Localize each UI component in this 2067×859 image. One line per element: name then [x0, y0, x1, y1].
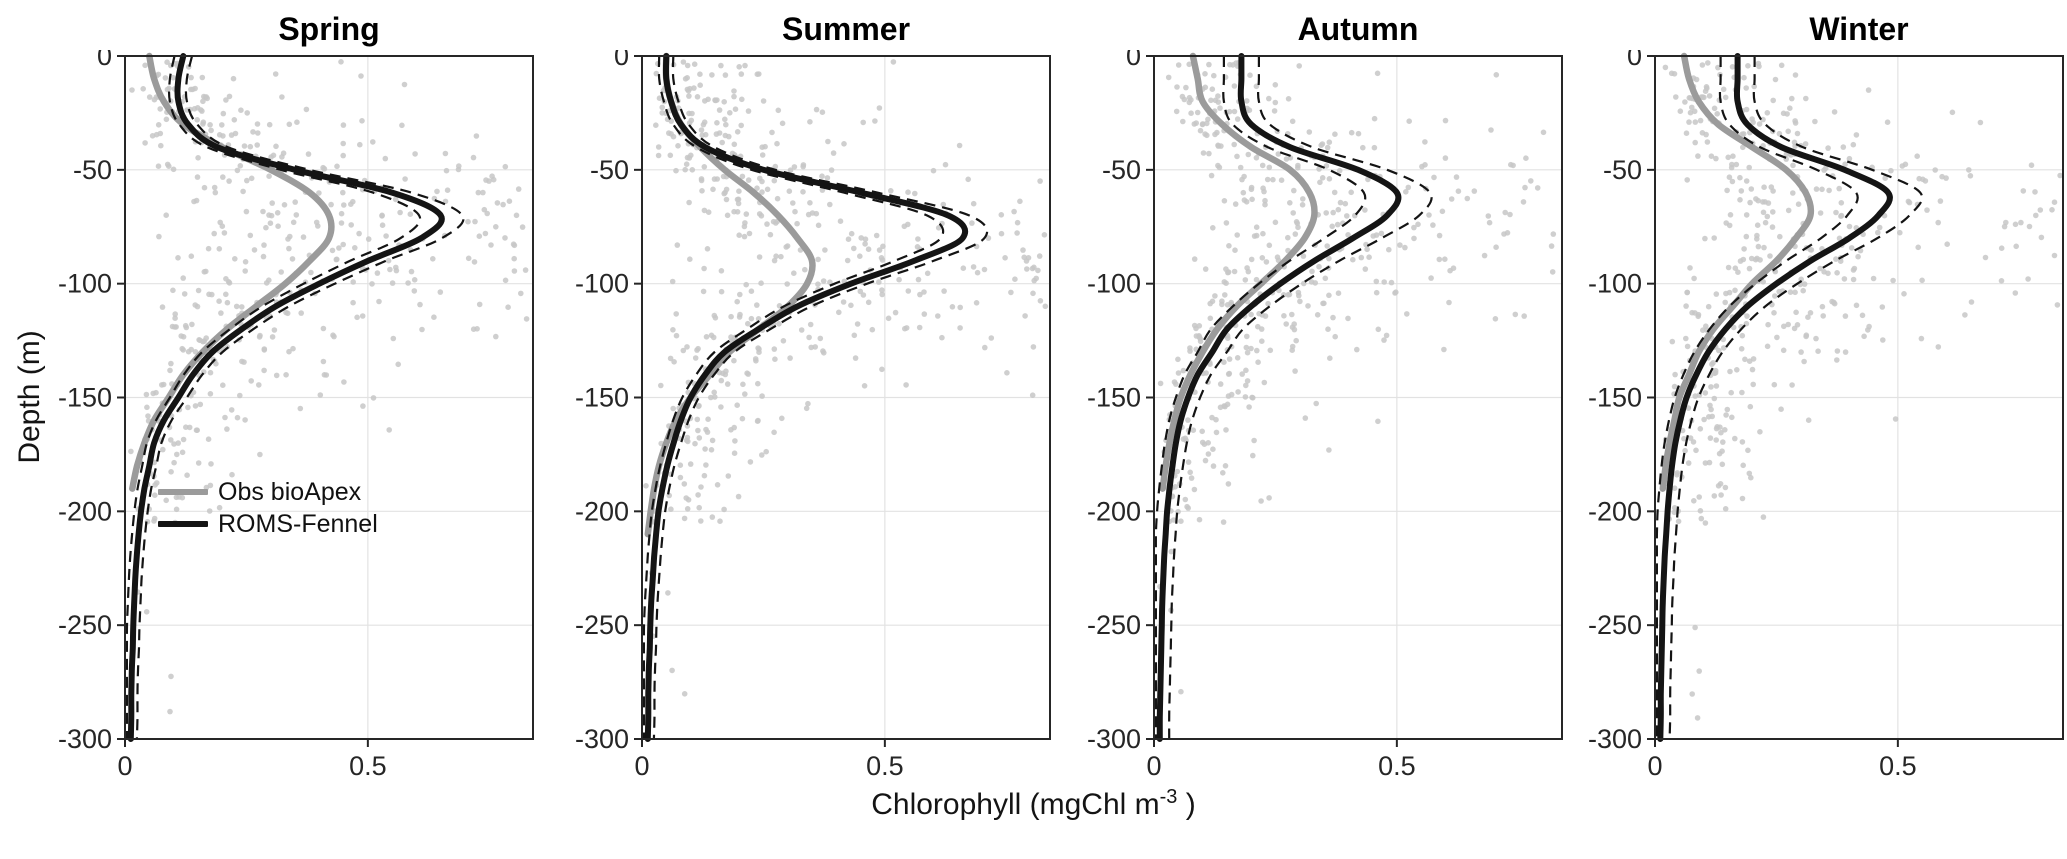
svg-text:-50: -50: [1102, 155, 1141, 185]
tick-labels: 0 0.5 0 -50 -100 -150 -200 -250 -300: [1087, 50, 1416, 781]
svg-text:-50: -50: [73, 155, 112, 185]
x-axis-label-text: Chlorophyll (mgChl m: [871, 788, 1160, 821]
svg-text:-150: -150: [1588, 383, 1642, 413]
svg-text:-250: -250: [1087, 610, 1141, 640]
plot-summer: 0 0.5 0 -50 -100 -150 -200 -250 -300: [575, 50, 1051, 781]
model-band-upper-curve: [1668, 56, 1924, 740]
observation-scatter-points: [1157, 59, 1557, 695]
legend-item-obs: Obs bioApex: [158, 476, 378, 508]
svg-text:-200: -200: [58, 496, 112, 526]
svg-text:-50: -50: [1603, 155, 1642, 185]
model-mean-curve: [127, 53, 445, 742]
x-axis-label-close: ): [1177, 788, 1196, 821]
legend: Obs bioApex ROMS-Fennel: [158, 476, 378, 540]
legend-label-model: ROMS-Fennel: [218, 509, 378, 538]
svg-text:-100: -100: [575, 269, 629, 299]
x-axis-label: Chlorophyll (mgChl m-3 ): [0, 786, 2067, 822]
panel-title-summer: Summer: [781, 11, 911, 47]
svg-text:0.5: 0.5: [1879, 751, 1917, 781]
svg-text:0: 0: [97, 50, 112, 71]
observation-scatter-points: [128, 59, 530, 715]
plot-winter: 0 0.5 0 -50 -100 -150 -200 -250 -300: [1588, 50, 2064, 781]
svg-text:0: 0: [1627, 50, 1642, 71]
panel-winter: Winter 0 0.5 0 -50 -100 -150 -200 -250 -300: [1575, 10, 2067, 784]
svg-text:-300: -300: [1087, 724, 1141, 754]
svg-text:0: 0: [1146, 751, 1161, 781]
model-mean-curve: [644, 53, 969, 742]
panel-title-winter: Winter: [1809, 11, 1909, 47]
svg-text:-250: -250: [1588, 610, 1642, 640]
panel-title-autumn: Autumn: [1297, 11, 1419, 47]
model-band-lower-curve: [1655, 55, 1859, 739]
model-mean-curve: [1156, 53, 1402, 742]
tick-marks: [1647, 55, 1899, 747]
model-band-lower-curve: [642, 55, 945, 739]
svg-text:-200: -200: [575, 496, 629, 526]
observation-scatter-points: [1662, 60, 2063, 721]
panel-title-spring: Spring: [278, 11, 380, 47]
svg-text:-100: -100: [58, 269, 112, 299]
svg-text:-300: -300: [58, 724, 112, 754]
svg-text:0.5: 0.5: [349, 751, 387, 781]
model-band-upper-curve: [652, 55, 989, 740]
svg-text:-250: -250: [58, 610, 112, 640]
tick-marks: [117, 55, 369, 747]
model-line-swatch: [158, 521, 208, 527]
obs-mean-curve: [1659, 52, 1815, 492]
svg-text:-250: -250: [575, 610, 629, 640]
svg-text:0: 0: [634, 751, 649, 781]
tick-marks: [634, 55, 886, 747]
model-band-upper-curve: [135, 55, 465, 740]
panel-summer: Summer 0 0.5 0 -50 -100 -150 -200 -250 -300: [562, 10, 1056, 784]
model-mean-curve: [1657, 53, 1893, 742]
legend-item-model: ROMS-Fennel: [158, 508, 378, 540]
svg-text:0: 0: [117, 751, 132, 781]
svg-text:-200: -200: [1588, 496, 1642, 526]
svg-text:0.5: 0.5: [1378, 751, 1416, 781]
svg-text:-100: -100: [1588, 269, 1642, 299]
svg-text:-300: -300: [1588, 724, 1642, 754]
svg-text:-150: -150: [58, 383, 112, 413]
legend-label-obs: Obs bioApex: [218, 477, 362, 506]
svg-text:-150: -150: [1087, 383, 1141, 413]
tick-labels: 0 0.5 0 -50 -100 -150 -200 -250 -300: [575, 50, 904, 781]
panel-spring: Spring 0 0.5 0 -50 -100 -150 -200 -250 -300: [45, 10, 539, 784]
grid-lines: [642, 56, 1050, 739]
plot-spring: 0 0.5 0 -50 -100 -150 -200 -250 -300: [58, 50, 534, 781]
grid-lines: [1655, 56, 2063, 739]
svg-text:0.5: 0.5: [866, 751, 904, 781]
model-band-lower-curve: [1154, 55, 1367, 739]
obs-mean-curve: [644, 52, 816, 538]
svg-text:-300: -300: [575, 724, 629, 754]
y-axis-label: Depth (m): [13, 330, 46, 464]
plot-autumn: 0 0.5 0 -50 -100 -150 -200 -250 -300: [1087, 50, 1563, 781]
svg-text:-200: -200: [1087, 496, 1141, 526]
model-band-lower-curve: [125, 55, 422, 739]
observation-scatter-points: [643, 59, 1049, 697]
panel-autumn: Autumn 0 0.5 0 -50 -100 -150 -200 -250 -300: [1074, 10, 1568, 784]
svg-text:-100: -100: [1087, 269, 1141, 299]
svg-text:0: 0: [1647, 751, 1662, 781]
model-band-upper-curve: [1168, 55, 1433, 740]
svg-text:-150: -150: [575, 383, 629, 413]
svg-text:-50: -50: [590, 155, 629, 185]
tick-labels: 0 0.5 0 -50 -100 -150 -200 -250 -300: [58, 50, 387, 781]
x-axis-label-exponent: -3: [1159, 786, 1178, 808]
tick-labels: 0 0.5 0 -50 -100 -150 -200 -250 -300: [1588, 50, 1917, 781]
svg-text:0: 0: [1126, 50, 1141, 71]
tick-marks: [1146, 55, 1398, 747]
grid-lines: [1154, 56, 1562, 739]
svg-text:0: 0: [614, 50, 629, 71]
obs-line-swatch: [158, 489, 208, 495]
